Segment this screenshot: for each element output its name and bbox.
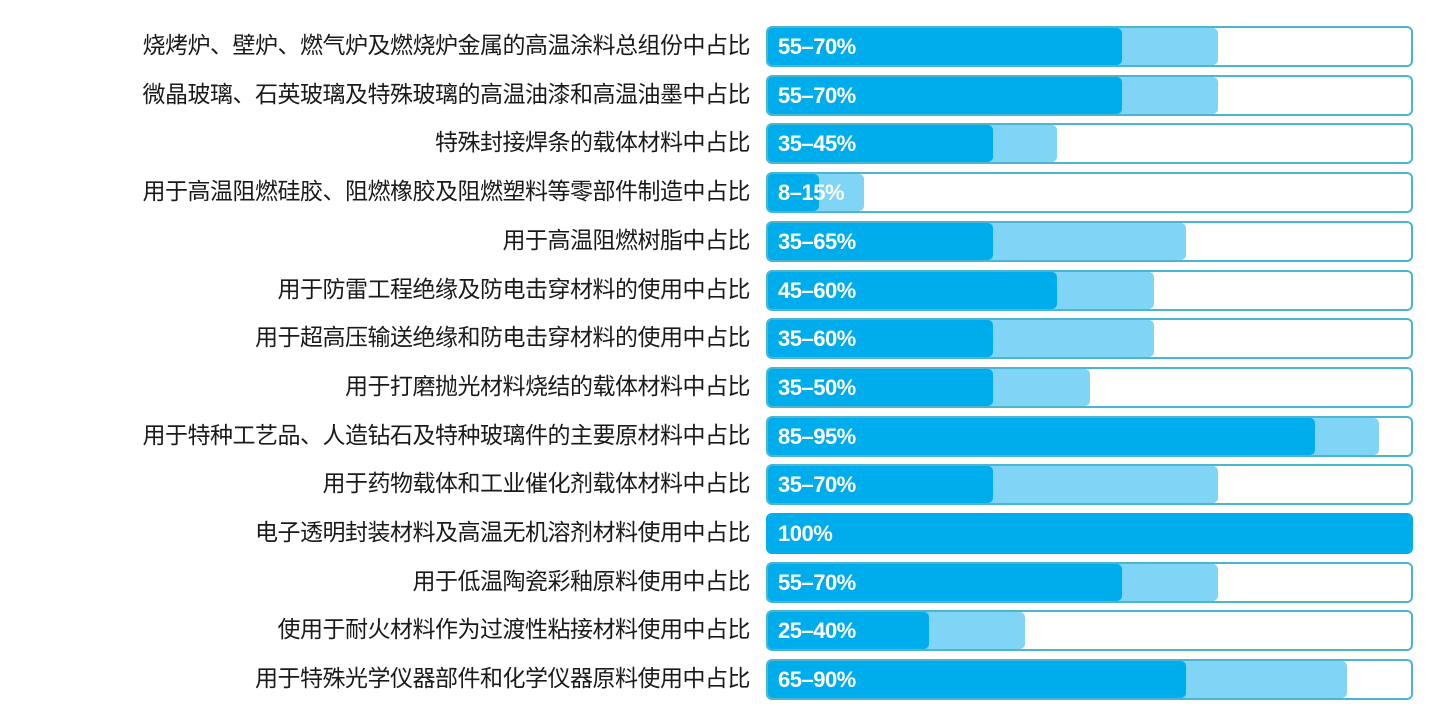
value-label: 35–65% (778, 228, 856, 254)
category-label: 烧烤炉、壁炉、燃气炉及燃烧炉金属的高温涂料总组份中占比 (142, 33, 751, 59)
bar-row: 用于高温阻燃硅胶、阻燃橡胶及阻燃塑料等零部件制造中占比 8–15% (0, 172, 1452, 214)
value-label: 55–70% (778, 569, 856, 595)
bar-track: 35–60% (766, 318, 1413, 360)
bar-track: 85–95% (766, 415, 1413, 457)
bar-track: 35–45% (766, 123, 1413, 165)
value-label: 25–40% (778, 618, 856, 644)
bar-track: 55–70% (766, 561, 1413, 603)
bar-min-segment (768, 563, 1122, 601)
bar-track: 100% (766, 513, 1413, 554)
category-label: 用于高温阻燃树脂中占比 (502, 227, 751, 254)
bar-min-segment (768, 28, 1122, 65)
bar-track: 8–15% (766, 172, 1413, 214)
bar-min-segment (768, 661, 1186, 699)
category-label: 用于高温阻燃硅胶、阻燃橡胶及阻燃塑料等零部件制造中占比 (142, 179, 751, 206)
bar-min-segment (768, 466, 994, 504)
category-label: 用于超高压输送绝缘和防电击穿材料的使用中占比 (255, 325, 751, 352)
bar-track: 25–40% (766, 610, 1413, 652)
bar-row: 用于特殊光学仪器部件和化学仪器原料使用中占比 65–90% (0, 659, 1452, 701)
category-label: 使用于耐火材料作为过渡性粘接材料使用中占比 (277, 617, 751, 644)
bar-row: 用于低温陶瓷彩釉原料使用中占比 55–70% (0, 561, 1452, 603)
bar-row: 用于特种工艺品、人造钻石及特种玻璃件的主要原材料中占比 85–95% (0, 415, 1452, 457)
category-label: 用于特种工艺品、人造钻石及特种玻璃件的主要原材料中占比 (142, 422, 751, 449)
bar-track: 55–70% (766, 26, 1413, 67)
bar-row: 用于超高压输送绝缘和防电击穿材料的使用中占比 35–60% (0, 318, 1452, 360)
bar-track: 35–70% (766, 464, 1413, 506)
category-label: 微晶玻璃、石英玻璃及特殊玻璃的高温油漆和高温油墨中占比 (142, 81, 751, 108)
bar-min-segment (768, 174, 820, 212)
value-label: 55–70% (778, 34, 856, 59)
category-label: 用于特殊光学仪器部件和化学仪器原料使用中占比 (255, 666, 751, 693)
value-label: 35–60% (778, 326, 856, 352)
bar-row: 烧烤炉、壁炉、燃气炉及燃烧炉金属的高温涂料总组份中占比 55–70% (0, 26, 1452, 67)
value-label: 35–70% (778, 472, 856, 498)
category-label: 特殊封接焊条的载体材料中占比 (435, 130, 751, 157)
value-label: 55–70% (778, 82, 856, 108)
bar-track: 35–50% (766, 366, 1413, 408)
bar-track: 35–65% (766, 220, 1413, 262)
value-label: 65–90% (778, 667, 856, 693)
value-label: 85–95% (778, 423, 856, 449)
bar-row: 特殊封接焊条的载体材料中占比 35–45% (0, 123, 1452, 165)
bar-track: 45–60% (766, 269, 1413, 311)
bar-row: 用于打磨抛光材料烧结的载体材料中占比 35–50% (0, 366, 1452, 408)
bar-row: 微晶玻璃、石英玻璃及特殊玻璃的高温油漆和高温油墨中占比 55–70% (0, 74, 1452, 116)
category-label: 用于打磨抛光材料烧结的载体材料中占比 (345, 373, 751, 400)
bar-row: 用于防雷工程绝缘及防电击穿材料的使用中占比 45–60% (0, 269, 1452, 311)
value-label: 8–15% (778, 180, 845, 206)
bar-row: 用于药物载体和工业催化剂载体材料中占比 35–70% (0, 464, 1452, 506)
bar-row: 用于高温阻燃树脂中占比 35–65% (0, 220, 1452, 262)
bar-min-segment (768, 368, 994, 406)
value-label: 35–50% (778, 374, 856, 400)
bar-min-segment (768, 125, 994, 163)
bar-row: 电子透明封装材料及高温无机溶剂材料使用中占比 100% (0, 513, 1452, 554)
bar-min-segment (768, 320, 994, 358)
category-label: 用于防雷工程绝缘及防电击穿材料的使用中占比 (277, 276, 751, 303)
bar-min-segment (768, 612, 929, 650)
bar-min-segment (768, 271, 1058, 309)
bar-row: 使用于耐火材料作为过渡性粘接材料使用中占比 25–40% (0, 610, 1452, 652)
category-label: 用于药物载体和工业催化剂载体材料中占比 (322, 471, 751, 498)
bar-track: 65–90% (766, 659, 1413, 701)
bar-min-segment (768, 222, 994, 260)
value-label: 45–60% (778, 277, 856, 303)
bar-min-segment (768, 76, 1122, 114)
value-label: 100% (778, 521, 833, 546)
category-label: 电子透明封装材料及高温无机溶剂材料使用中占比 (255, 520, 751, 546)
category-label: 用于低温陶瓷彩釉原料使用中占比 (412, 568, 751, 595)
value-label: 35–45% (778, 131, 856, 157)
bar-min-segment (768, 417, 1315, 455)
bar-min-segment (768, 515, 1411, 552)
bar-track: 55–70% (766, 74, 1413, 116)
